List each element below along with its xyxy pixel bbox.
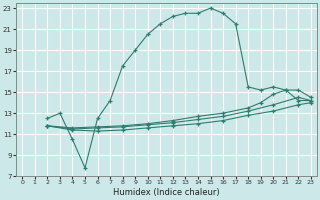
X-axis label: Humidex (Indice chaleur): Humidex (Indice chaleur): [113, 188, 220, 197]
